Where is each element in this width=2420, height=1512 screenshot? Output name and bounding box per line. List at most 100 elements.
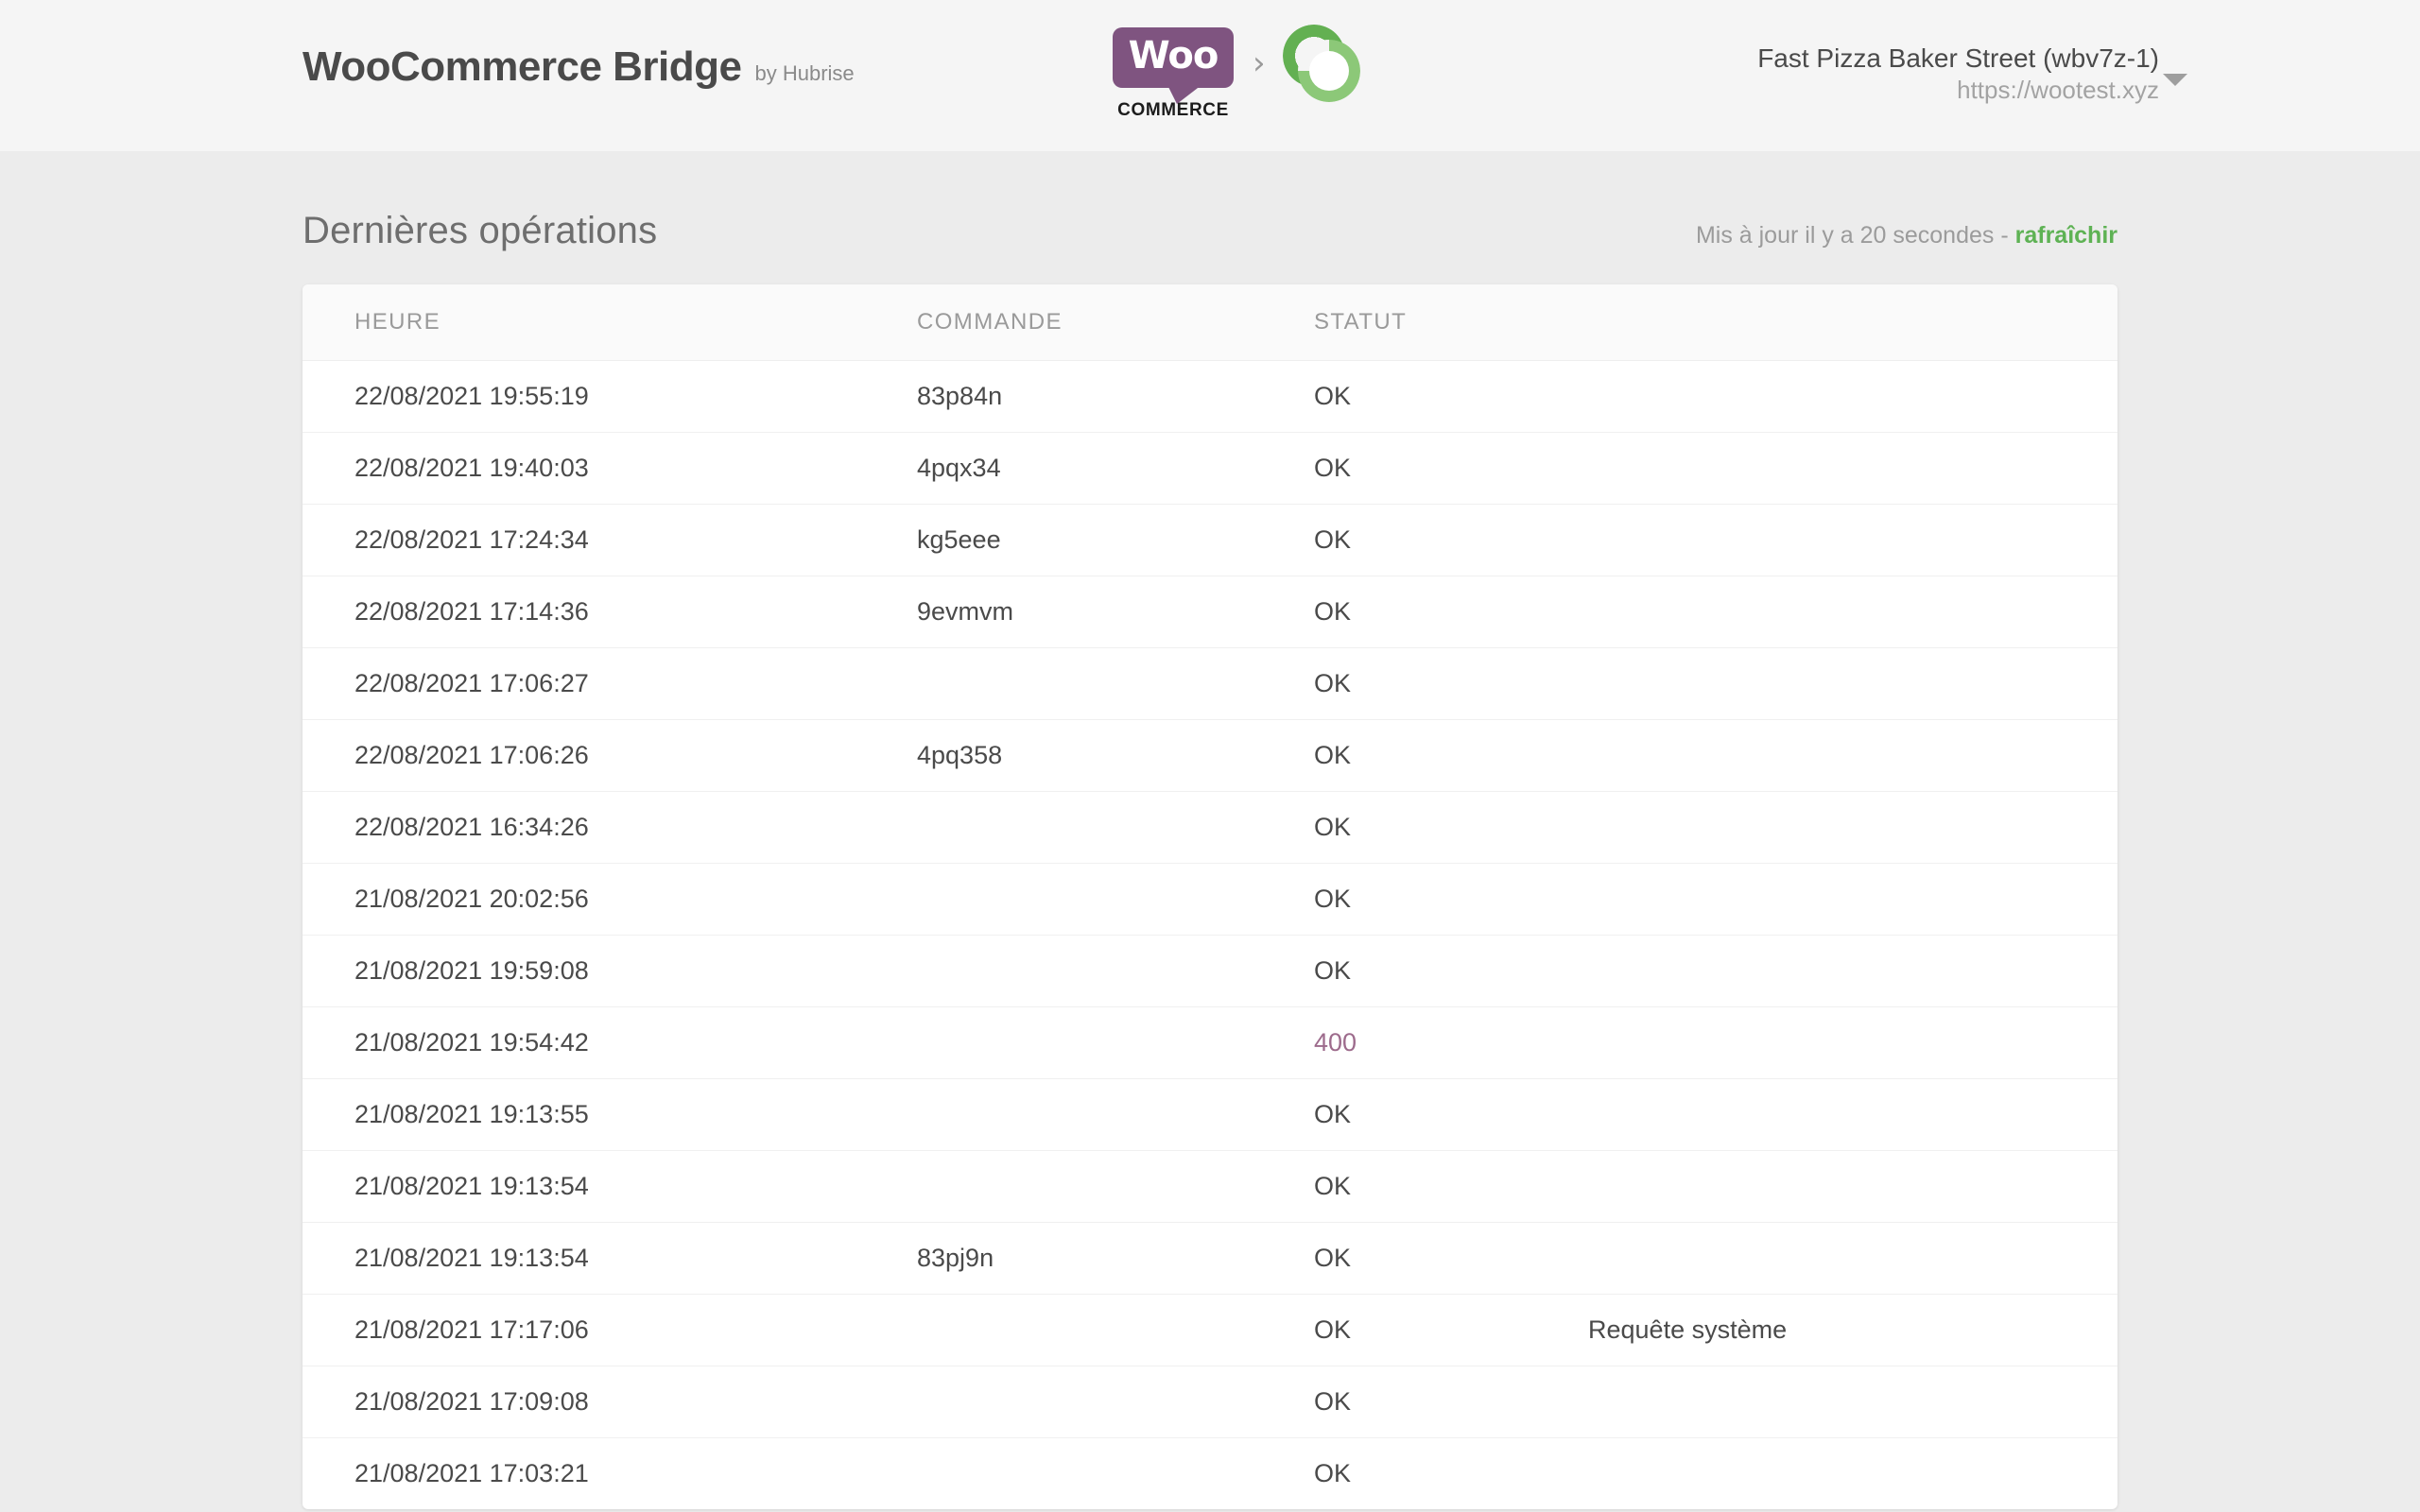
cell-order: 4pqx34: [917, 432, 1314, 505]
cell-note: [1588, 935, 2118, 1007]
cell-order: 83pj9n: [917, 1222, 1314, 1295]
table-row[interactable]: 21/08/2021 19:13:54 83pj9n OK: [302, 1222, 2118, 1295]
status-badge: OK: [1314, 1294, 1588, 1366]
status-badge: OK: [1314, 576, 1588, 648]
hubrise-logo-icon: [1282, 25, 1360, 102]
refresh-timestamp-text: Mis à jour il y a 20 secondes -: [1695, 222, 2015, 249]
table-head: HEURE COMMANDE STATUT: [302, 284, 2118, 361]
table-row[interactable]: 21/08/2021 19:59:08 OK: [302, 935, 2118, 1007]
woo-bubble-icon: Woo: [1113, 26, 1234, 104]
cell-note: [1588, 1222, 2118, 1295]
cell-note: [1588, 1006, 2118, 1079]
table-row[interactable]: 21/08/2021 19:54:42 400: [302, 1006, 2118, 1079]
app-header: WooCommerce Bridge by Hubrise Woo COMMER…: [0, 0, 2420, 151]
cell-note: Requête système: [1588, 1294, 2118, 1366]
table-row[interactable]: 22/08/2021 19:55:19 83p84n OK: [302, 360, 2118, 433]
brand: WooCommerce Bridge by Hubrise: [302, 43, 855, 91]
cell-time: 22/08/2021 19:55:19: [302, 360, 917, 433]
cell-order: 83p84n: [917, 360, 1314, 433]
status-badge: OK: [1314, 863, 1588, 936]
status-badge: OK: [1314, 1459, 1352, 1487]
cell-note: [1588, 504, 2118, 576]
cell-note: [1588, 1078, 2118, 1151]
app-title: WooCommerce Bridge: [302, 43, 742, 90]
cell-order: [917, 1078, 1314, 1151]
cell-note: [1588, 432, 2118, 505]
cell-order: 9evmvm: [917, 576, 1314, 648]
operations-table-card: HEURE COMMANDE STATUT 22/08/2021 19:55:1…: [302, 284, 2118, 1509]
status-badge: OK: [1314, 1150, 1588, 1223]
cell-order: [917, 647, 1314, 720]
chevron-down-icon[interactable]: [2163, 74, 2187, 86]
cell-time: 21/08/2021 19:54:42: [302, 1006, 917, 1079]
table-row[interactable]: 22/08/2021 16:34:26 OK: [302, 791, 2118, 864]
main-content: Dernières opérations Mis à jour il y a 2…: [0, 151, 2420, 1509]
cell-order: [917, 1150, 1314, 1223]
cell-time: 22/08/2021 17:14:36: [302, 576, 917, 648]
table-row[interactable]: 21/08/2021 17:17:06 OK Requête système: [302, 1294, 2118, 1366]
app-subtitle: by Hubrise: [754, 61, 855, 85]
table-row[interactable]: 22/08/2021 17:06:27 OK: [302, 647, 2118, 720]
cell-time: 21/08/2021 19:13:54: [302, 1222, 917, 1295]
woo-logo-subtext: COMMERCE: [1117, 99, 1229, 120]
table-row[interactable]: 21/08/2021 19:13:55 OK: [302, 1078, 2118, 1151]
cell-note: [1588, 719, 2118, 792]
account-name: Fast Pizza Baker Street (wbv7z-1): [1757, 43, 2159, 73]
table-row[interactable]: 21/08/2021 17:09:08 OK: [302, 1366, 2118, 1438]
account-url: https://wootest.xyz: [1957, 76, 2159, 104]
page-title: Dernières opérations: [302, 210, 658, 251]
cell-note: [1588, 791, 2118, 864]
cell-order: [917, 935, 1314, 1007]
status-badge: 400: [1314, 1006, 1588, 1079]
cell-time: 21/08/2021 17:03:21: [354, 1459, 589, 1487]
status-badge: OK: [1314, 1222, 1588, 1295]
column-header-note: [1588, 284, 2118, 361]
refresh-status: Mis à jour il y a 20 secondes - rafraîch…: [1696, 222, 2118, 249]
cell-order: [917, 1366, 1314, 1438]
cell-note: [1588, 1366, 2118, 1438]
cell-note: [1588, 1150, 2118, 1223]
cell-time: 21/08/2021 19:13:54: [302, 1150, 917, 1223]
table-row[interactable]: 21/08/2021 20:02:56 OK: [302, 863, 2118, 936]
status-badge: OK: [1314, 432, 1588, 505]
table-header-row: HEURE COMMANDE STATUT: [302, 284, 2118, 361]
cell-order: [917, 1294, 1314, 1366]
table-row[interactable]: 22/08/2021 19:40:03 4pqx34 OK: [302, 432, 2118, 505]
operations-table: HEURE COMMANDE STATUT 22/08/2021 19:55:1…: [302, 284, 2118, 1509]
table-row[interactable]: 21/08/2021 17:03:21 OK: [302, 1438, 2118, 1510]
status-badge: OK: [1314, 791, 1588, 864]
account-selector[interactable]: Fast Pizza Baker Street (wbv7z-1) https:…: [1757, 42, 2159, 106]
cell-time: 22/08/2021 17:24:34: [302, 504, 917, 576]
status-badge: OK: [1314, 935, 1588, 1007]
table-body: 22/08/2021 19:55:19 83p84n OK 22/08/2021 19…: [302, 360, 2118, 1510]
refresh-link[interactable]: rafraîchir: [2014, 222, 2118, 249]
status-badge: OK: [1314, 647, 1588, 720]
table-row[interactable]: 22/08/2021 17:06:26 4pq358 OK: [302, 719, 2118, 792]
cell-time: 21/08/2021 17:17:06: [302, 1294, 917, 1366]
section-header: Dernières opérations Mis à jour il y a 2…: [302, 151, 2118, 284]
table-row[interactable]: 21/08/2021 19:13:54 OK: [302, 1150, 2118, 1223]
column-header-order: COMMANDE: [917, 284, 1314, 361]
cell-note: [1588, 1438, 2118, 1510]
status-badge: OK: [1314, 1078, 1588, 1151]
status-badge: OK: [1314, 719, 1588, 792]
table-row[interactable]: 22/08/2021 17:14:36 9evmvm OK: [302, 576, 2118, 648]
chevron-right-icon: ›: [1253, 44, 1266, 82]
cell-time: 22/08/2021 17:06:27: [302, 647, 917, 720]
cell-note: [1588, 863, 2118, 936]
cell-note: [1588, 647, 2118, 720]
status-badge: OK: [1314, 504, 1588, 576]
cell-order: [917, 1006, 1314, 1079]
cell-order: kg5eee: [917, 504, 1314, 576]
hubrise-core: [1308, 51, 1349, 91]
cell-note: [1588, 360, 2118, 433]
cell-note: [1588, 576, 2118, 648]
cell-time: 21/08/2021 19:59:08: [302, 935, 917, 1007]
cell-time: 22/08/2021 17:06:26: [302, 719, 917, 792]
woo-logo-text: Woo: [1128, 34, 1219, 77]
cell-order: [917, 863, 1314, 936]
cell-time: 21/08/2021 17:09:08: [302, 1366, 917, 1438]
cell-time: 21/08/2021 20:02:56: [302, 863, 917, 936]
table-row[interactable]: 22/08/2021 17:24:34 kg5eee OK: [302, 504, 2118, 576]
column-header-status: STATUT: [1314, 284, 1588, 361]
